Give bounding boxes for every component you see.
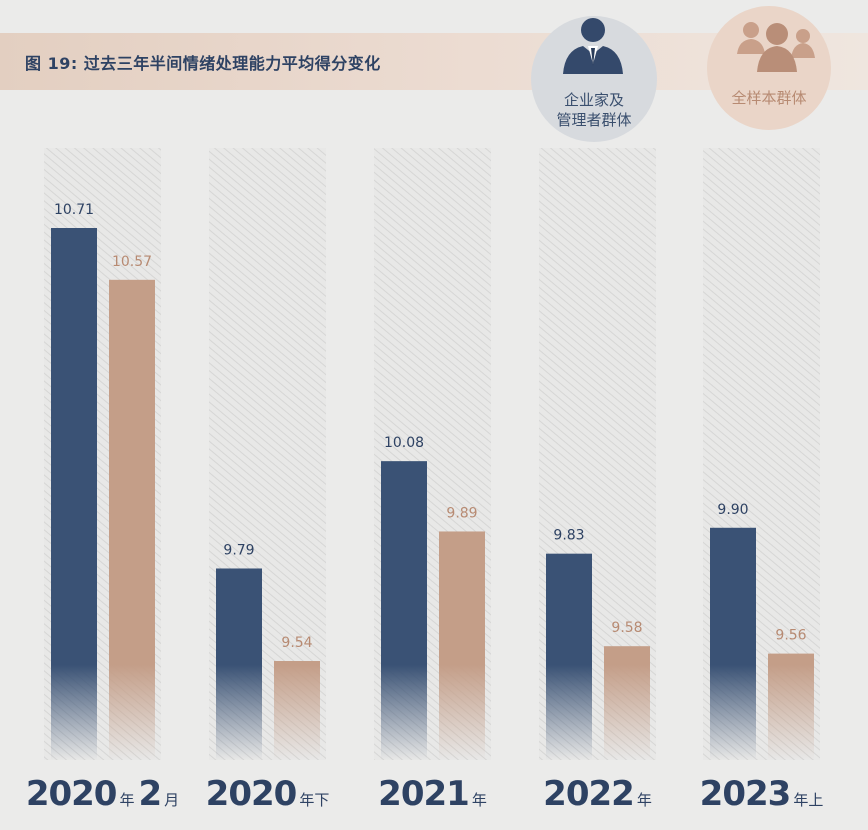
bar-all-fade bbox=[768, 665, 814, 760]
bar-exec bbox=[51, 228, 97, 665]
bar-all bbox=[109, 279, 155, 665]
bar-exec-fade bbox=[51, 665, 97, 760]
category-label: 2021 年 bbox=[378, 774, 487, 814]
bar-exec bbox=[381, 461, 427, 665]
bar-all bbox=[768, 653, 814, 665]
value-label-exec: 9.79 bbox=[223, 542, 254, 558]
chart-title: 图 19: 过去三年半间情绪处理能力平均得分变化 bbox=[25, 54, 381, 73]
bar-all bbox=[274, 661, 320, 665]
value-label-exec: 9.90 bbox=[717, 502, 748, 518]
category-label: 2023 年上 bbox=[700, 774, 824, 814]
bar-exec-fade bbox=[710, 665, 756, 760]
businessman-icon bbox=[563, 18, 623, 74]
value-label-all: 9.58 bbox=[611, 620, 642, 636]
value-label-all: 9.56 bbox=[775, 628, 806, 644]
legend-all-label: 全样本群体 bbox=[731, 89, 807, 107]
bar-all bbox=[439, 531, 485, 665]
bar-exec bbox=[710, 527, 756, 665]
bar-all-fade bbox=[604, 665, 650, 760]
legend-exec bbox=[531, 16, 657, 142]
bar-exec bbox=[546, 553, 592, 665]
value-label-all: 10.57 bbox=[112, 254, 152, 270]
value-label-exec: 10.08 bbox=[384, 435, 424, 451]
category-label: 2020 年下 bbox=[206, 774, 330, 814]
value-label-exec: 10.71 bbox=[54, 202, 94, 218]
bar-exec bbox=[216, 568, 262, 665]
bar-all bbox=[604, 646, 650, 665]
group-icon bbox=[737, 22, 815, 72]
value-label-all: 9.54 bbox=[281, 635, 312, 651]
bar-exec-fade bbox=[546, 665, 592, 760]
bar-exec-fade bbox=[216, 665, 262, 760]
legend-all bbox=[707, 6, 831, 130]
bar-all-fade bbox=[439, 665, 485, 760]
value-label-all: 9.89 bbox=[446, 505, 477, 521]
value-label-exec: 9.83 bbox=[553, 528, 584, 544]
bar-all-fade bbox=[274, 665, 320, 760]
bar-exec-fade bbox=[381, 665, 427, 760]
legend-exec-label: 企业家及 管理者群体 bbox=[556, 91, 632, 129]
category-label: 2020 年 2 月 bbox=[26, 774, 179, 814]
category-label: 2022 年 bbox=[543, 774, 652, 814]
bar-all-fade bbox=[109, 665, 155, 760]
